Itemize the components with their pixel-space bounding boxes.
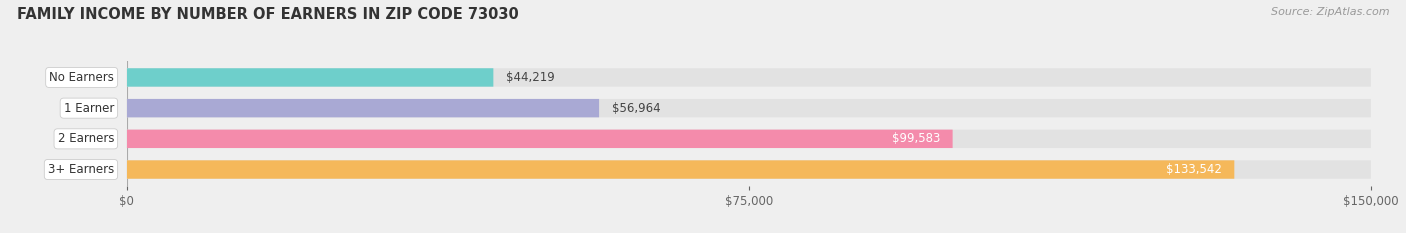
FancyBboxPatch shape bbox=[127, 160, 1371, 179]
FancyBboxPatch shape bbox=[127, 68, 1371, 87]
Text: Source: ZipAtlas.com: Source: ZipAtlas.com bbox=[1271, 7, 1389, 17]
Text: FAMILY INCOME BY NUMBER OF EARNERS IN ZIP CODE 73030: FAMILY INCOME BY NUMBER OF EARNERS IN ZI… bbox=[17, 7, 519, 22]
FancyBboxPatch shape bbox=[127, 130, 1371, 148]
Text: No Earners: No Earners bbox=[49, 71, 114, 84]
Text: $99,583: $99,583 bbox=[891, 132, 941, 145]
Text: $44,219: $44,219 bbox=[506, 71, 554, 84]
FancyBboxPatch shape bbox=[127, 68, 494, 87]
FancyBboxPatch shape bbox=[127, 99, 1371, 117]
Text: 1 Earner: 1 Earner bbox=[63, 102, 114, 115]
Text: $133,542: $133,542 bbox=[1166, 163, 1222, 176]
FancyBboxPatch shape bbox=[127, 130, 953, 148]
Text: 2 Earners: 2 Earners bbox=[58, 132, 114, 145]
Text: $56,964: $56,964 bbox=[612, 102, 661, 115]
FancyBboxPatch shape bbox=[127, 99, 599, 117]
Text: 3+ Earners: 3+ Earners bbox=[48, 163, 114, 176]
FancyBboxPatch shape bbox=[127, 160, 1234, 179]
